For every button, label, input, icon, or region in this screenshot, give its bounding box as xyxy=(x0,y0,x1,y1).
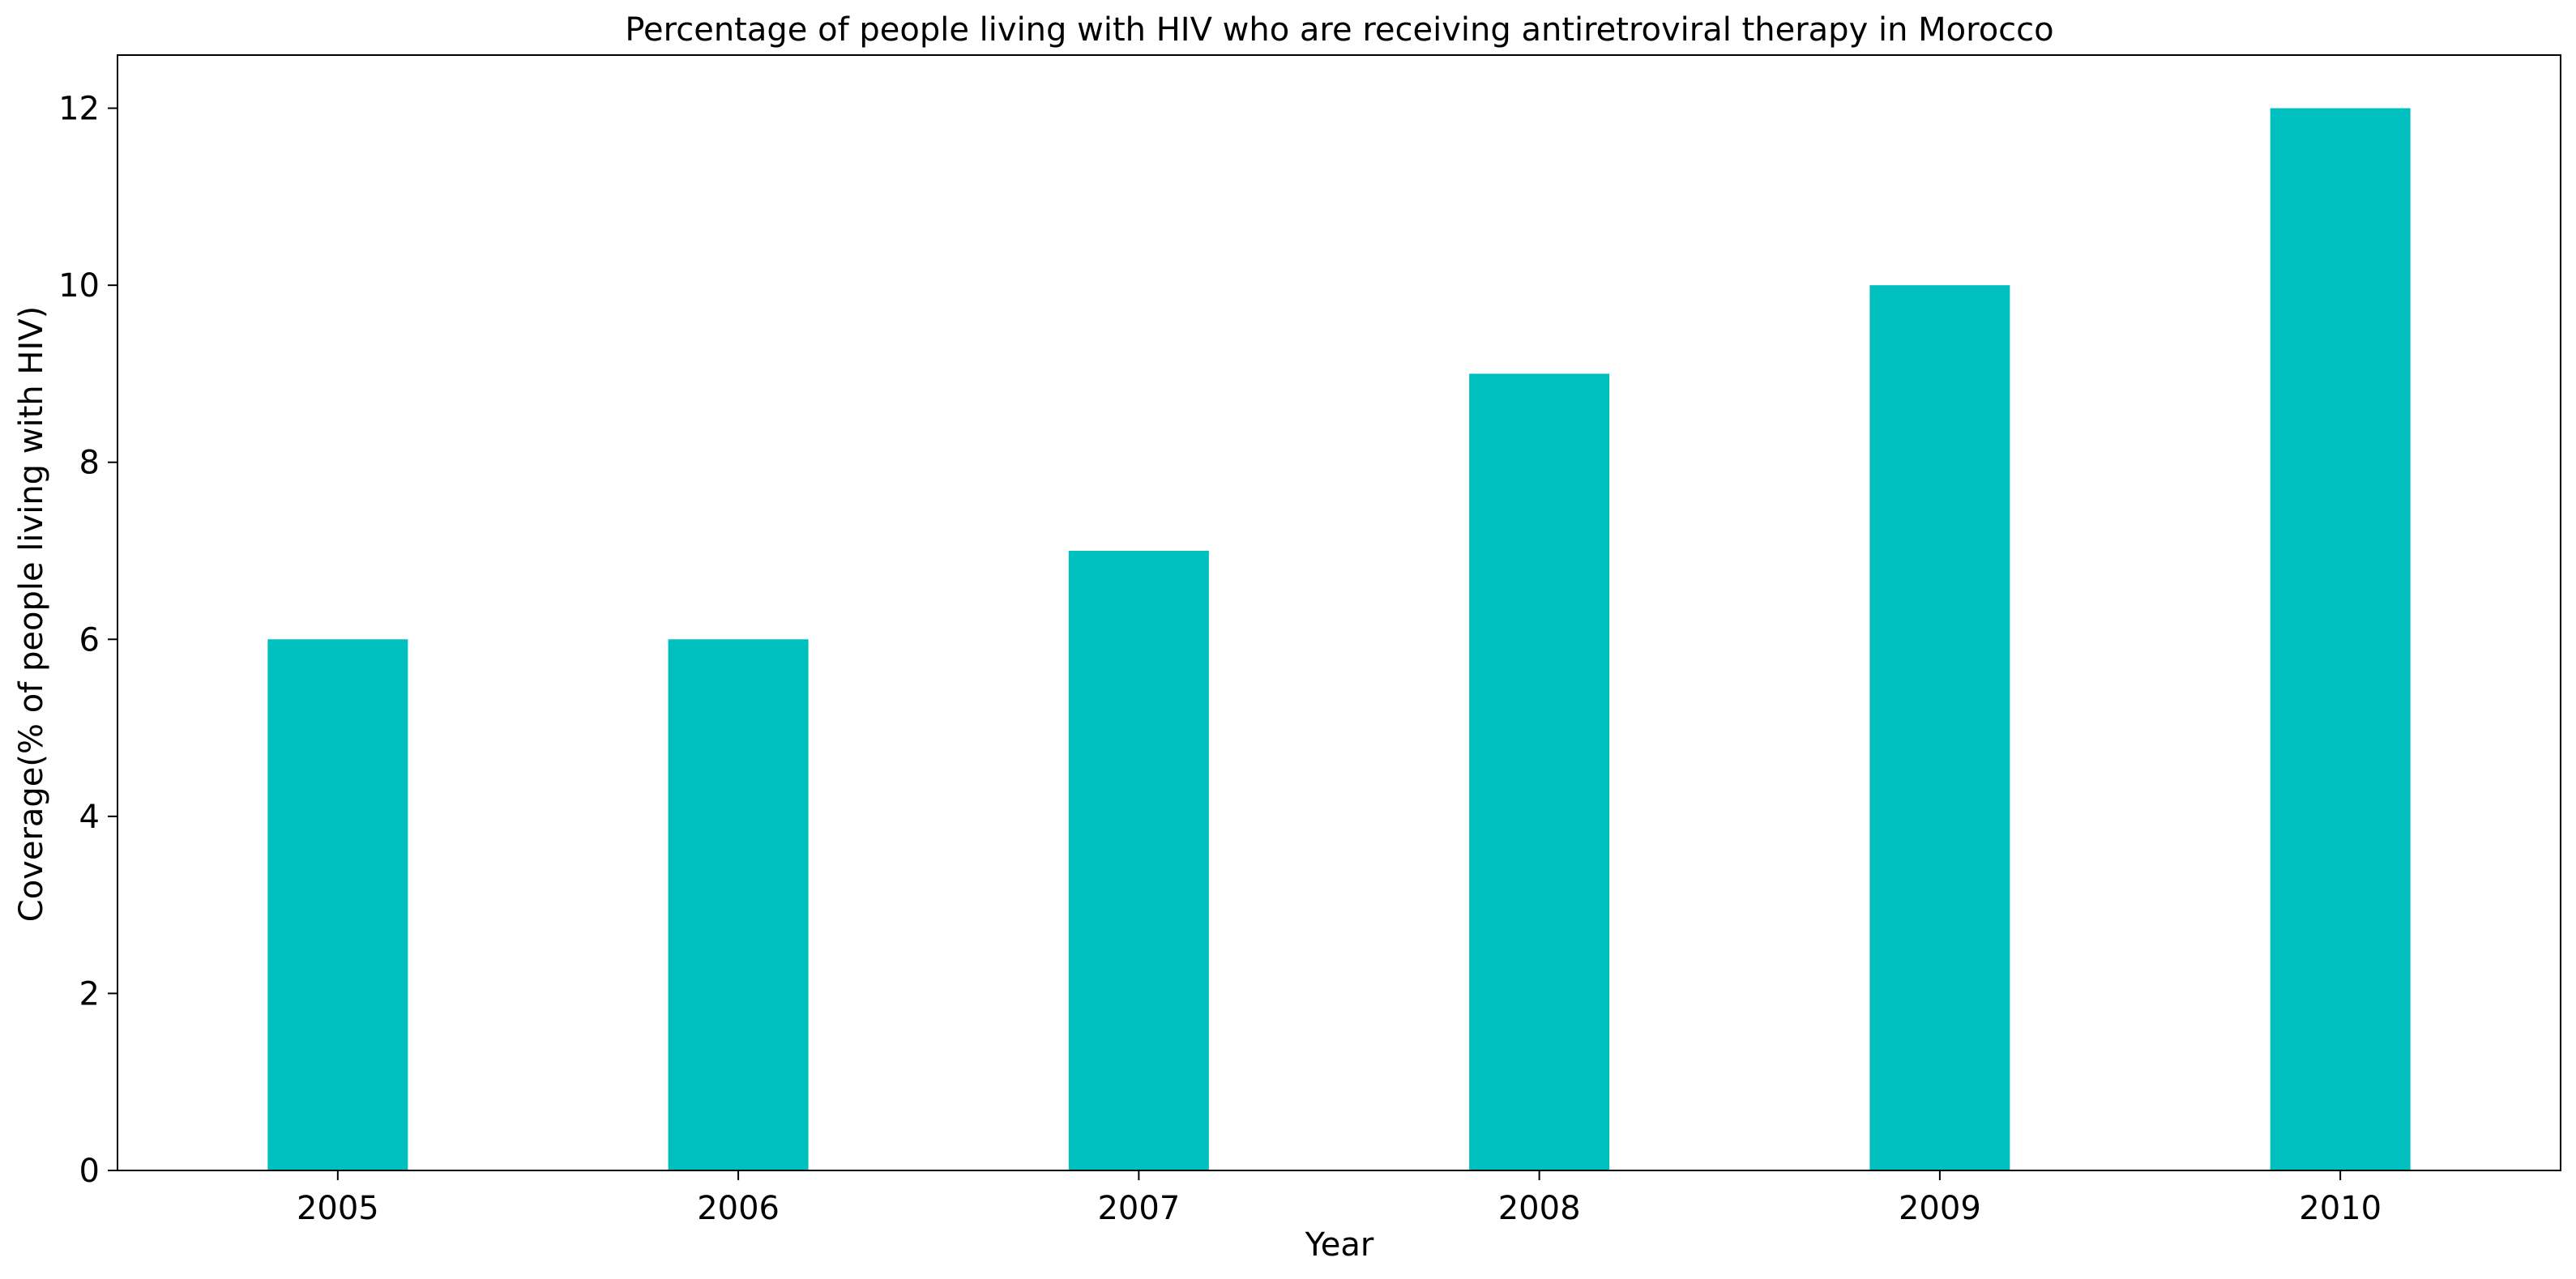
bar-2007 xyxy=(1068,551,1209,1170)
bar-2009 xyxy=(1869,285,2010,1171)
y-axis-ticks: 0 2 4 6 8 10 12 xyxy=(58,91,117,1190)
y-tick-label: 0 xyxy=(79,1153,100,1190)
y-tick-label: 2 xyxy=(79,975,100,1013)
y-tick-label: 12 xyxy=(58,91,100,128)
y-tick-label: 8 xyxy=(79,445,100,482)
plot-area: 0 2 4 6 8 10 12 2005 2006 2007 2008 2009 2010 xyxy=(58,54,2561,1227)
bar-2010 xyxy=(2270,108,2411,1171)
chart-title: Percentage of people living with HIV who… xyxy=(625,11,2053,49)
x-tick-label: 2008 xyxy=(1498,1190,1581,1227)
x-axis-title: Year xyxy=(1305,1226,1374,1264)
bars-group xyxy=(267,108,2411,1171)
x-tick-label: 2005 xyxy=(297,1190,379,1227)
x-tick-label: 2006 xyxy=(697,1190,780,1227)
bar-2008 xyxy=(1469,373,1610,1170)
plot-frame xyxy=(117,54,2561,1171)
x-tick-label: 2007 xyxy=(1097,1190,1180,1227)
bar-2006 xyxy=(668,639,809,1170)
y-axis-title: Coverage(% of people living with HIV) xyxy=(13,306,50,922)
y-tick-label: 4 xyxy=(79,799,100,836)
x-tick-label: 2009 xyxy=(1899,1190,1981,1227)
y-tick-label: 10 xyxy=(58,267,100,305)
y-tick-label: 6 xyxy=(79,621,100,659)
x-tick-label: 2010 xyxy=(2299,1190,2382,1227)
bar-2005 xyxy=(267,639,408,1170)
x-axis-ticks: 2005 2006 2007 2008 2009 2010 xyxy=(297,1170,2382,1227)
